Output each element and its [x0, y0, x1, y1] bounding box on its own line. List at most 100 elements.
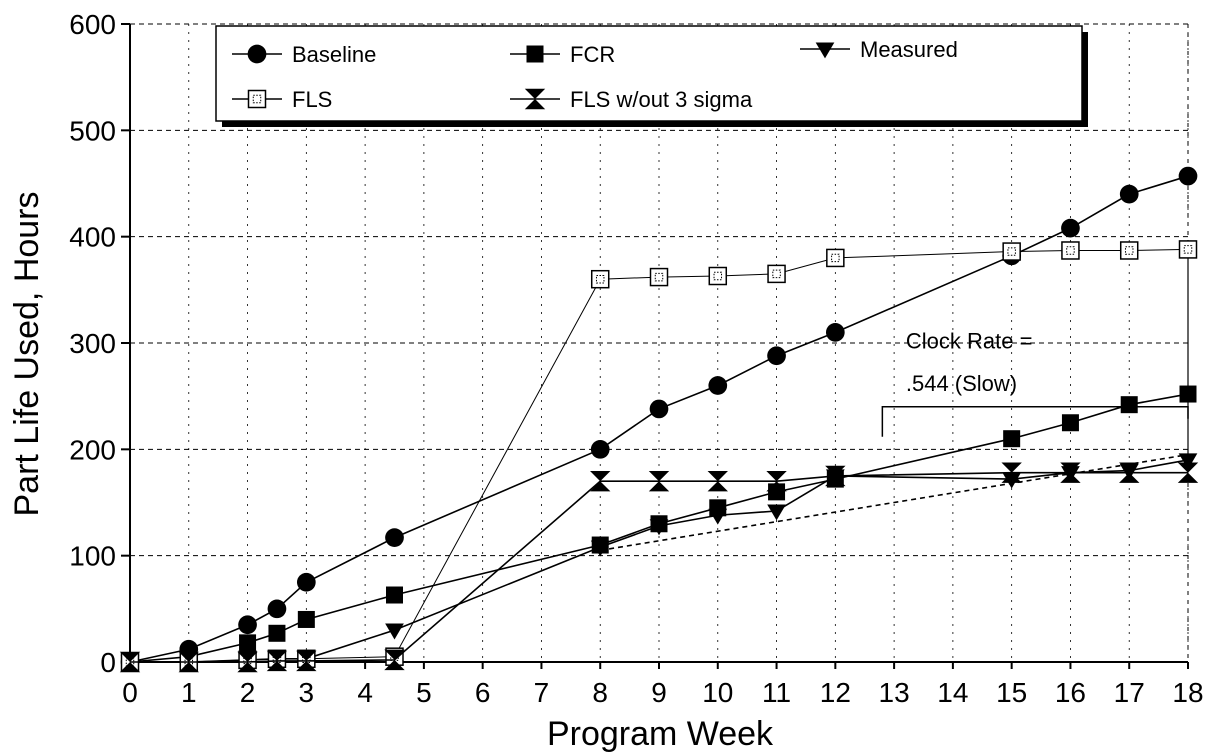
point-fls-inner [713, 271, 723, 281]
point-fls-w-out-3-sigma [1177, 462, 1199, 483]
point-fls-w-out-3-sigma [648, 471, 670, 492]
point-baseline [238, 615, 257, 635]
x-tick-label: 18 [1172, 677, 1203, 708]
point-fls-w-out-3-sigma [1119, 462, 1140, 483]
point-fls [1061, 241, 1080, 260]
point-fls [649, 267, 669, 287]
x-tick-label: 13 [879, 677, 910, 708]
x-tick-label: 5 [416, 677, 432, 708]
point-fls-inner [1124, 246, 1134, 255]
x-tick-label: 3 [299, 677, 315, 708]
point-baseline [1119, 184, 1139, 204]
y-tick-label: 600 [69, 9, 116, 40]
legend-marker-baseline [247, 44, 267, 64]
x-tick-label: 7 [534, 677, 550, 708]
point-fls-w-out-3-sigma [1001, 462, 1022, 483]
point-fls [767, 264, 786, 284]
y-tick-label: 0 [100, 647, 116, 678]
trend-line [600, 453, 1189, 552]
point-fls-w-out-3-sigma [237, 651, 258, 673]
point-fls-w-out-3-sigma [384, 649, 405, 671]
x-tick-label: 0 [122, 677, 138, 708]
point-measured [649, 519, 669, 536]
point-baseline [385, 528, 404, 547]
point-fls-inner [1183, 245, 1193, 254]
x-tick-label: 4 [357, 677, 373, 708]
legend-marker-fls-w-out-3-sigma [524, 88, 546, 110]
point-baseline [825, 323, 845, 342]
dashed-trend-line [600, 453, 1189, 552]
annotations: Clock Rate = .544 (Slow) [881, 257, 1189, 466]
legend-item-measured: Measured [800, 37, 958, 62]
point-fcr [239, 634, 257, 652]
y-tick-label: 400 [69, 222, 116, 253]
legend-marker-fls [247, 89, 267, 109]
point-measured [767, 504, 786, 521]
point-fcr [386, 586, 403, 604]
point-measured [385, 623, 404, 640]
point-fcr [297, 610, 315, 628]
y-tick-label: 100 [69, 541, 116, 572]
point-fls-w-out-3-sigma [296, 650, 317, 672]
point-fls-w-out-3-sigma [178, 651, 199, 673]
legend: Baseline FCR Measured FLS FLS w/out 3 sigma [215, 25, 1088, 127]
point-fls-w-out-3-sigma [119, 651, 141, 673]
legend-marker-fls-inner [252, 94, 262, 104]
point-baseline [1178, 166, 1198, 186]
x-tick-label: 9 [651, 677, 667, 708]
series-group [119, 166, 1199, 673]
x-tick-label: 15 [996, 677, 1027, 708]
legend-label: FLS [292, 87, 332, 112]
point-fls [708, 266, 728, 286]
point-fls [1178, 240, 1198, 259]
x-axis-tick-labels: 0 1 2 3 4 5 6 7 8 9 10 11 12 13 14 15 16 17 18 [122, 677, 1203, 708]
legend-item-baseline: Baseline [232, 42, 376, 67]
point-baseline [1061, 218, 1080, 238]
legend-marker-fcr [526, 45, 544, 63]
legend-label: FLS w/out 3 sigma [570, 87, 753, 112]
series-baseline [120, 166, 1198, 672]
point-fls [590, 269, 610, 289]
y-axis-tick-labels: 0 100 200 300 400 500 600 [69, 9, 116, 678]
point-baseline [767, 346, 786, 366]
x-tick-label: 12 [820, 677, 851, 708]
point-baseline [590, 439, 610, 459]
point-fls-inner [772, 269, 781, 279]
y-axis-label: Part Life Used, Hours [8, 191, 46, 516]
legend-box [215, 25, 1083, 122]
point-fls-inner [1007, 247, 1016, 256]
annotation-text-1: Clock Rate = [906, 328, 1033, 353]
y-tick-label: 200 [69, 434, 116, 465]
point-fls-w-out-3-sigma [707, 471, 728, 492]
x-tick-label: 1 [181, 677, 197, 708]
x-tick-label: 8 [592, 677, 608, 708]
point-fls-inner [1066, 246, 1075, 255]
series-fls-w-out-3-sigma [119, 462, 1199, 673]
y-tick-label: 300 [69, 328, 116, 359]
x-tick-label: 17 [1114, 677, 1145, 708]
point-fcr [1120, 396, 1138, 414]
legend-item-fcr: FCR [510, 42, 615, 67]
point-fcr [1003, 430, 1021, 448]
point-baseline [649, 399, 669, 419]
point-fcr [268, 624, 286, 642]
legend-item-fls: FLS [232, 87, 332, 112]
x-tick-label: 16 [1055, 677, 1086, 708]
legend-marker-measured [815, 42, 835, 59]
x-tick-label: 2 [240, 677, 256, 708]
point-baseline [267, 599, 287, 619]
annotation-text-2: .544 (Slow) [906, 371, 1017, 396]
x-tick-label: 10 [702, 677, 733, 708]
point-fls-w-out-3-sigma [825, 465, 846, 487]
point-fls [1119, 241, 1139, 260]
legend-label: Baseline [292, 42, 376, 67]
legend-item-fls-w-out-3-sigma: FLS w/out 3 sigma [510, 87, 753, 112]
legend-label: FCR [570, 42, 615, 67]
point-baseline [296, 572, 316, 592]
point-fls-w-out-3-sigma [590, 471, 611, 492]
point-measured [708, 508, 728, 525]
point-fls-inner [595, 274, 605, 284]
x-tick-label: 11 [762, 677, 791, 708]
point-fls-w-out-3-sigma [1060, 462, 1081, 483]
